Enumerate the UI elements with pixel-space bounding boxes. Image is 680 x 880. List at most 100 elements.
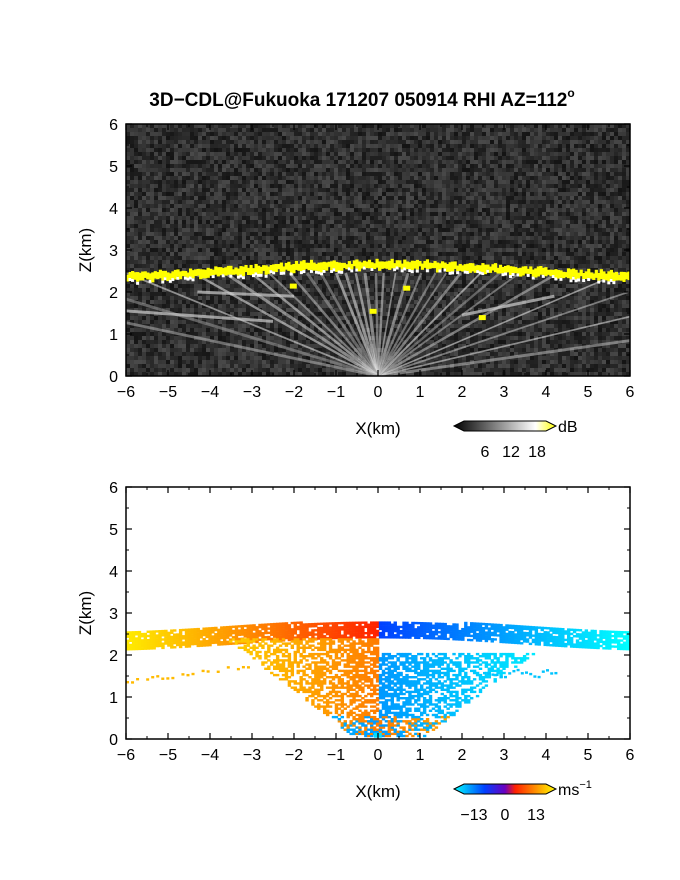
noise-pixel <box>158 204 162 208</box>
noise-pixel <box>242 188 246 192</box>
noise-pixel <box>270 240 274 244</box>
noise-pixel <box>370 160 374 164</box>
noise-pixel <box>446 224 450 228</box>
noise-pixel <box>190 208 194 212</box>
noise-pixel <box>242 156 246 160</box>
noise-pixel <box>210 128 214 132</box>
noise-pixel <box>482 236 486 240</box>
noise-pixel <box>186 244 190 248</box>
noise-pixel <box>210 156 214 160</box>
noise-pixel <box>598 248 602 252</box>
noise-pixel <box>610 184 614 188</box>
noise-pixel <box>170 264 174 268</box>
noise-pixel <box>402 136 406 140</box>
noise-pixel <box>334 160 338 164</box>
noise-pixel <box>522 172 526 176</box>
noise-pixel <box>314 228 318 232</box>
noise-pixel <box>234 208 238 212</box>
noise-pixel <box>238 208 242 212</box>
noise-pixel <box>390 272 394 276</box>
noise-pixel <box>518 140 522 144</box>
noise-pixel <box>130 168 134 172</box>
noise-pixel <box>590 224 594 228</box>
noise-pixel <box>522 252 526 256</box>
noise-pixel <box>474 196 478 200</box>
noise-pixel <box>214 160 218 164</box>
noise-pixel <box>526 200 530 204</box>
noise-pixel <box>302 204 306 208</box>
noise-pixel <box>150 264 154 268</box>
noise-pixel <box>502 168 506 172</box>
noise-pixel <box>250 188 254 192</box>
noise-pixel <box>146 196 150 200</box>
noise-pixel <box>450 192 454 196</box>
noise-pixel <box>542 224 546 228</box>
noise-pixel <box>606 168 610 172</box>
noise-pixel <box>354 152 358 156</box>
noise-pixel <box>330 124 334 128</box>
noise-pixel <box>514 148 518 152</box>
noise-pixel <box>614 208 618 212</box>
noise-pixel <box>138 200 142 204</box>
noise-pixel <box>434 148 438 152</box>
noise-pixel <box>602 264 606 268</box>
noise-pixel <box>442 196 446 200</box>
noise-pixel <box>262 148 266 152</box>
noise-pixel <box>602 204 606 208</box>
noise-pixel <box>518 216 522 220</box>
noise-pixel <box>306 252 310 256</box>
noise-pixel <box>246 232 250 236</box>
noise-pixel <box>530 172 534 176</box>
noise-pixel <box>302 276 306 280</box>
noise-pixel <box>542 156 546 160</box>
noise-pixel <box>362 156 366 160</box>
noise-pixel <box>542 248 546 252</box>
noise-pixel <box>146 144 150 148</box>
noise-pixel <box>422 176 426 180</box>
noise-pixel <box>210 256 214 260</box>
noise-pixel <box>418 188 422 192</box>
noise-pixel <box>494 260 498 264</box>
noise-pixel <box>214 156 218 160</box>
noise-pixel <box>278 128 282 132</box>
noise-pixel <box>482 168 486 172</box>
noise-pixel <box>546 220 550 224</box>
noise-pixel <box>394 220 398 224</box>
noise-pixel <box>590 236 594 240</box>
noise-pixel <box>158 140 162 144</box>
noise-pixel <box>130 184 134 188</box>
noise-pixel <box>246 160 250 164</box>
noise-pixel <box>390 228 394 232</box>
noise-pixel <box>270 164 274 168</box>
noise-pixel <box>310 160 314 164</box>
noise-pixel <box>266 276 270 280</box>
noise-pixel <box>318 232 322 236</box>
noise-pixel <box>402 140 406 144</box>
noise-pixel <box>454 176 458 180</box>
noise-pixel <box>198 248 202 252</box>
noise-pixel <box>414 188 418 192</box>
noise-pixel <box>198 164 202 168</box>
noise-pixel <box>486 152 490 156</box>
noise-pixel <box>350 276 354 280</box>
noise-pixel <box>594 128 598 132</box>
noise-pixel <box>194 240 198 244</box>
noise-pixel <box>330 188 334 192</box>
noise-pixel <box>362 152 366 156</box>
noise-pixel <box>402 148 406 152</box>
noise-pixel <box>506 220 510 224</box>
noise-pixel <box>258 156 262 160</box>
noise-pixel <box>470 260 474 264</box>
noise-pixel <box>546 156 550 160</box>
noise-pixel <box>578 164 582 168</box>
noise-pixel <box>382 176 386 180</box>
noise-pixel <box>542 244 546 248</box>
noise-pixel <box>534 192 538 196</box>
noise-pixel <box>422 216 426 220</box>
noise-pixel <box>526 152 530 156</box>
noise-pixel <box>182 200 186 204</box>
noise-pixel <box>538 208 542 212</box>
noise-pixel <box>450 172 454 176</box>
noise-pixel <box>498 204 502 208</box>
noise-pixel <box>566 192 570 196</box>
